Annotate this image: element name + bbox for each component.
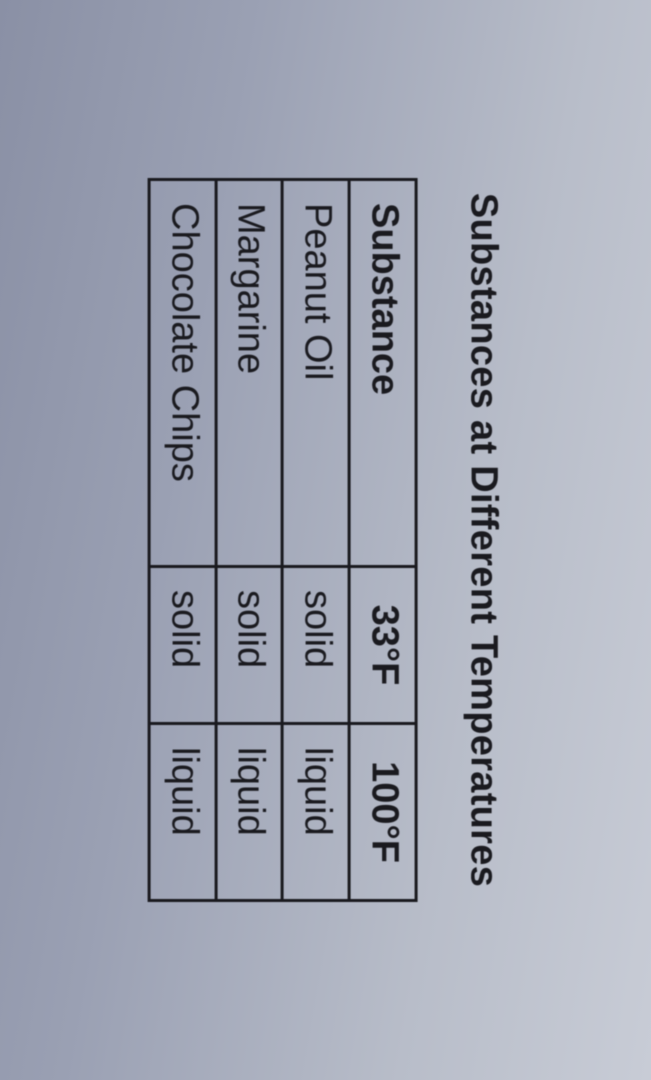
rotated-document: Substances at Different Temperatures Sub… bbox=[147, 40, 504, 1040]
cell-state-33f: solid bbox=[215, 567, 282, 724]
table-row: Peanut Oil solid liquid bbox=[282, 180, 349, 901]
cell-state-100f: liquid bbox=[215, 724, 282, 901]
page-title: Substances at Different Temperatures bbox=[461, 40, 504, 1040]
cell-state-33f: solid bbox=[148, 567, 215, 724]
table-row: Chocolate Chips solid liquid bbox=[148, 180, 215, 901]
col-header-temp1: 33°F bbox=[349, 567, 416, 724]
substances-table: Substance 33°F 100°F Peanut Oil solid li… bbox=[147, 178, 417, 902]
col-header-temp2: 100°F bbox=[349, 724, 416, 901]
cell-state-100f: liquid bbox=[282, 724, 349, 901]
cell-substance: Peanut Oil bbox=[282, 180, 349, 567]
cell-substance: Chocolate Chips bbox=[148, 180, 215, 567]
table-row: Margarine solid liquid bbox=[215, 180, 282, 901]
table-header-row: Substance 33°F 100°F bbox=[349, 180, 416, 901]
cell-state-100f: liquid bbox=[148, 724, 215, 901]
cell-substance: Margarine bbox=[215, 180, 282, 567]
col-header-substance: Substance bbox=[349, 180, 416, 567]
cell-state-33f: solid bbox=[282, 567, 349, 724]
